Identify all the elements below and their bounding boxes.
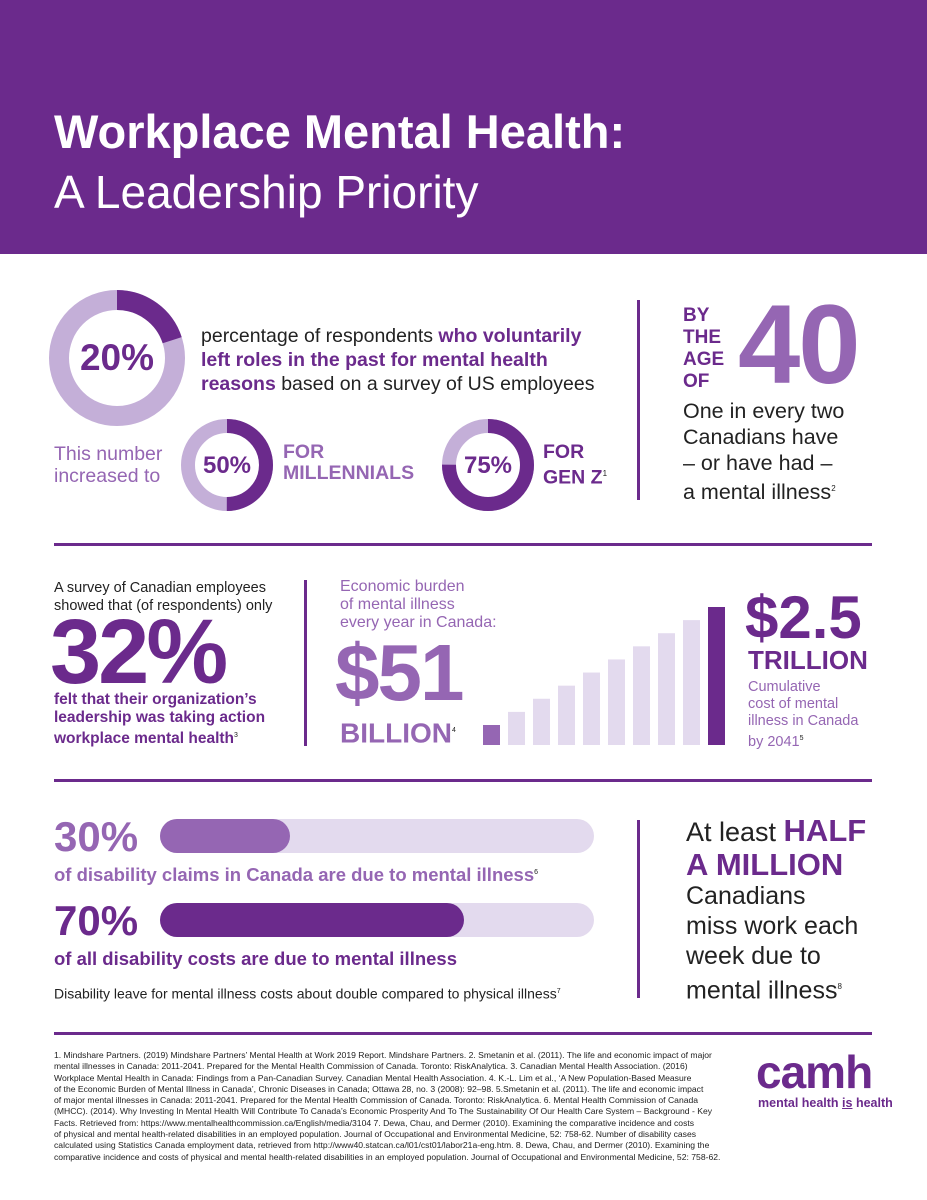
reference-line: calculated using Statistics Canada emplo… bbox=[54, 1140, 710, 1151]
burden-bar-6 bbox=[608, 659, 625, 745]
header-banner: Workplace Mental Health: A Leadership Pr… bbox=[0, 0, 927, 254]
survey-percent: 32% bbox=[50, 601, 228, 703]
costs-text: of all disability costs are due to menta… bbox=[54, 948, 458, 969]
divider-vertical-3 bbox=[637, 820, 640, 998]
costs-bar-fill bbox=[160, 903, 464, 937]
divider-horizontal-3 bbox=[54, 1032, 872, 1035]
donut-75-fill bbox=[442, 419, 534, 511]
costs-percent: 70% bbox=[54, 897, 139, 944]
donut-50-fill bbox=[181, 419, 273, 511]
survey-desc-3: workplace mental health3 bbox=[54, 730, 238, 748]
main-percent: 20% bbox=[79, 337, 155, 378]
survey-desc-1: felt that their organization’s bbox=[54, 691, 257, 708]
claims-bar-track bbox=[160, 819, 594, 853]
burden-bar-5 bbox=[583, 672, 600, 745]
cumulative-text-4: by 20415 bbox=[748, 733, 804, 750]
claims-percent: 30% bbox=[54, 813, 139, 860]
burden-bar-9 bbox=[683, 620, 700, 745]
burden-bar-10 bbox=[708, 607, 725, 745]
burden-label-1: Economic burden bbox=[340, 578, 465, 595]
cumulative-text-3: illness in Canada bbox=[748, 713, 859, 729]
age-number: 40 bbox=[738, 282, 861, 407]
age-age: AGE bbox=[683, 349, 725, 370]
respondents-description-1: percentage of respondents who voluntaril… bbox=[201, 325, 582, 347]
survey-intro-1: A survey of Canadian employees bbox=[54, 580, 266, 596]
half-million-4: miss work each bbox=[686, 912, 859, 940]
millennials-percent: 50% bbox=[202, 452, 252, 479]
increased-label-1: This number bbox=[54, 443, 163, 465]
claims-bar-fill bbox=[160, 819, 291, 853]
cumulative-text-1: Cumulative bbox=[748, 679, 821, 695]
half-million-1: At least HALF bbox=[686, 813, 867, 848]
reference-line: Facts. Retrieved from: https://www.menta… bbox=[54, 1117, 695, 1128]
respondents-description-3: reasons based on a survey of US employee… bbox=[201, 373, 595, 395]
references: 1. Mindshare Partners. (2019) Mindshare … bbox=[54, 1050, 744, 1163]
burden-bar-chart bbox=[483, 607, 725, 745]
age-text-1: One in every two bbox=[683, 399, 845, 423]
genz-percent: 75% bbox=[463, 452, 513, 479]
age-the: THE bbox=[683, 327, 721, 348]
burden-amount: $51 bbox=[335, 628, 464, 717]
age-of: OF bbox=[683, 371, 710, 392]
costs-bar-track bbox=[160, 903, 594, 937]
burden-unit: BILLION4 bbox=[340, 717, 456, 749]
divider-vertical-2 bbox=[304, 580, 307, 746]
divider-horizontal-1 bbox=[54, 543, 872, 546]
burden-label-3: every year in Canada: bbox=[340, 614, 497, 631]
increased-label-2: increased to bbox=[54, 465, 161, 487]
age-text-3: – or have had – bbox=[683, 451, 833, 475]
respondents-description-2: left roles in the past for mental health bbox=[201, 349, 548, 371]
age-text-4: a mental illness2 bbox=[683, 480, 836, 505]
reference-line: (MHCC). (2014). Why Investing In Mental … bbox=[54, 1106, 713, 1117]
reference-line: comparative incidence and costs of physi… bbox=[54, 1151, 721, 1162]
donut-50 bbox=[181, 419, 273, 511]
claims-text: of disability claims in Canada are due t… bbox=[54, 864, 539, 886]
reference-line: of the Economic Burden of Mental Illness… bbox=[54, 1083, 704, 1094]
age-by: BY bbox=[683, 305, 710, 326]
camh-tagline: mental health is health bbox=[758, 1096, 893, 1110]
burden-bar-2 bbox=[508, 711, 525, 745]
half-million-3: Canadians bbox=[686, 882, 806, 910]
burden-bar-7 bbox=[633, 646, 650, 745]
burden-bar-1 bbox=[483, 725, 500, 745]
donut-75 bbox=[442, 419, 534, 511]
burden-bar-3 bbox=[533, 698, 550, 745]
reference-line: of major mental illnesses in Canada: 201… bbox=[54, 1095, 699, 1106]
reference-line: of physical and mental health-related di… bbox=[54, 1129, 697, 1140]
half-million-2: A MILLION bbox=[686, 847, 844, 882]
age-text-2: Canadians have bbox=[683, 425, 839, 449]
donut-20 bbox=[49, 290, 185, 426]
survey-intro-2: showed that (of respondents) only bbox=[54, 598, 273, 614]
divider-horizontal-2 bbox=[54, 779, 872, 782]
survey-desc-2: leadership was taking action bbox=[54, 709, 266, 726]
reference-line: Workplace Mental Health in Canada: Findi… bbox=[54, 1072, 692, 1083]
camh-logo: camh bbox=[756, 1046, 873, 1098]
cumulative-unit: TRILLION bbox=[748, 645, 868, 675]
millennials-label-2: MILLENNIALS bbox=[283, 462, 415, 484]
genz-label-2: GEN Z1 bbox=[543, 466, 608, 489]
reference-line: mental illnesses in Canada: 2011-2041. P… bbox=[54, 1061, 688, 1072]
leave-text: Disability leave for mental illness cost… bbox=[54, 985, 561, 1002]
donut-20-fill bbox=[49, 290, 185, 426]
page-subtitle: A Leadership Priority bbox=[54, 166, 479, 218]
page-title: Workplace Mental Health: bbox=[54, 105, 626, 158]
burden-bar-8 bbox=[658, 633, 675, 745]
half-million-6: mental illness8 bbox=[686, 976, 842, 1005]
millennials-label-1: FOR bbox=[283, 441, 325, 463]
half-million-5: week due to bbox=[686, 942, 821, 970]
reference-line: 1. Mindshare Partners. (2019) Mindshare … bbox=[54, 1050, 712, 1060]
cumulative-amount: $2.5 bbox=[745, 584, 862, 651]
divider-vertical-1 bbox=[637, 300, 640, 500]
genz-label-1: FOR bbox=[543, 441, 585, 463]
burden-label-2: of mental illness bbox=[340, 596, 455, 613]
cumulative-text-2: cost of mental bbox=[748, 696, 839, 712]
burden-bar-4 bbox=[558, 685, 575, 745]
